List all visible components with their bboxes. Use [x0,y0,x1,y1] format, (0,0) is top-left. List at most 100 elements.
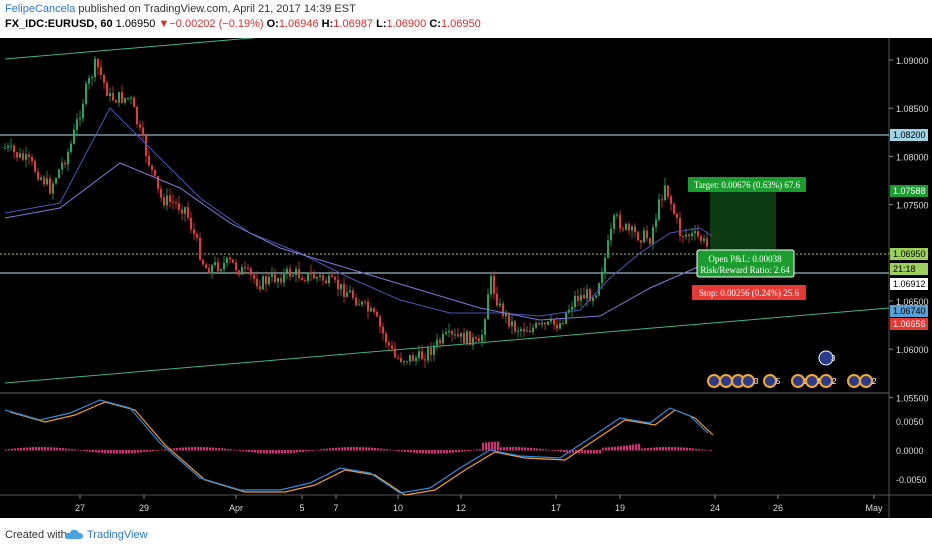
candle-body [412,354,414,362]
histogram-bar [374,447,376,451]
candle-body [235,262,237,271]
candle-body [163,197,165,206]
candle-body [268,276,270,285]
histogram-bar [644,448,646,451]
histogram-bar [308,450,310,452]
event-flag-icon[interactable]: 5 [763,374,781,388]
histogram-bar [89,450,91,452]
price-tag[interactable]: 21:18 [890,263,928,275]
candle-body [364,301,366,303]
price-tag-bg [890,305,928,317]
price-tag-label: 1.07588 [893,186,926,196]
candle-body [424,359,426,361]
pnl-label-box[interactable]: Open P&L: 0.00038 Risk/Reward Ratio: 2.6… [696,249,795,278]
candle-body [55,178,57,184]
histogram-bar [506,447,508,451]
candle-body [433,345,435,355]
candle-body [217,262,219,272]
histogram-bar [689,448,691,451]
candle-body [361,301,363,305]
indicator-axis-label: -0.0050 [896,475,927,485]
histogram-bar [353,447,355,451]
candle-body [499,303,501,306]
candle-body [124,97,126,103]
price-tag[interactable]: 1.07588 [890,185,928,197]
price-tag-label: 1.06740 [893,306,926,316]
histogram-bar [17,448,19,451]
candle-body [463,332,465,344]
candle-body [475,337,477,339]
histogram-bar [191,447,193,451]
histogram-bar [98,450,100,453]
candle-body [7,146,9,148]
histogram-bar [203,447,205,451]
time-axis[interactable]: 27 29 Apr 5 7 10 12 17 19 24 26 May [75,495,883,513]
candle-body [526,330,528,332]
histogram-bar [206,447,208,451]
time-axis-label: May [865,503,883,513]
histogram-bar [674,447,676,451]
candle-body [205,264,207,269]
price-chart-canvas[interactable]: Target: 0.00676 (0.63%) 67.6 Open P&L: 0… [0,38,932,518]
histogram-bar [710,450,712,451]
histogram-bar [593,450,595,454]
price-tag[interactable]: 1.06740 [890,305,928,317]
event-flag-icon[interactable]: 2 [819,374,837,388]
histogram-bar [617,446,619,451]
histogram-bar [698,448,700,451]
author-link[interactable]: FelipeCancela [5,3,76,15]
lower-trendline[interactable] [4,307,890,384]
histogram-bar [299,450,301,453]
histogram-bar [311,450,313,451]
event-flag-icon[interactable]: 2 [859,374,877,388]
histogram-bar [11,448,13,451]
candle-body [358,304,360,306]
histogram-bar [224,448,226,451]
candle-body [115,100,117,103]
target-label: Target: 0.00676 (0.63%) 67.6 [694,180,801,190]
candle-body [229,257,231,260]
candle-body [652,227,654,244]
candle-body [523,328,525,332]
histogram-bar [359,447,361,451]
histogram-bar [575,450,577,454]
candle-body [304,280,306,282]
histogram-bar [527,447,529,451]
tradingview-brand-link[interactable]: TradingView [87,529,148,541]
stop-label-box[interactable]: Stop: 0.00256 (0.24%) 25.6 [692,285,806,300]
price-tag[interactable]: 1.08200 [890,129,928,141]
candle-body [391,345,393,349]
candle-body [454,334,456,336]
candle-body [25,154,27,160]
target-label-box[interactable]: Target: 0.00676 (0.63%) 67.6 [688,177,806,192]
price-tag[interactable]: 1.06912 [890,278,928,290]
candle-body [664,185,666,201]
histogram-bar [377,448,379,451]
candle-body [394,348,396,358]
price-axis[interactable]: 1.090001.085001.080001.075001.070001.065… [889,56,929,403]
indicator-axis[interactable]: 0.0050 0.0000 -0.0050 [896,417,927,485]
candle-body [175,202,177,204]
histogram-bar [365,447,367,451]
event-flag-icon[interactable]: 3 [741,374,759,388]
candle-body [604,257,606,274]
economic-events[interactable]: 23335252223 [707,350,877,388]
histogram-bar [128,450,130,454]
candle-body [418,351,420,358]
chart-area[interactable]: Target: 0.00676 (0.63%) 67.6 Open P&L: 0… [0,38,932,518]
time-axis-label: 12 [456,503,466,513]
candle-body [367,301,369,312]
candle-body [589,289,591,302]
candle-body [520,328,522,331]
histogram-bar [20,447,22,451]
price-tag[interactable]: 1.06950 [890,248,928,260]
upper-trendline[interactable] [4,38,275,60]
price-tag[interactable]: 1.06656 [890,318,928,330]
candle-body [232,259,234,263]
event-flag-icon[interactable]: 3 [818,350,836,366]
candle-body [181,209,183,214]
histogram-bar [68,448,70,451]
histogram-bar [626,445,628,451]
target-zone[interactable] [710,191,776,254]
symbol-label[interactable]: FX_IDC:EURUSD, 60 [5,18,113,30]
